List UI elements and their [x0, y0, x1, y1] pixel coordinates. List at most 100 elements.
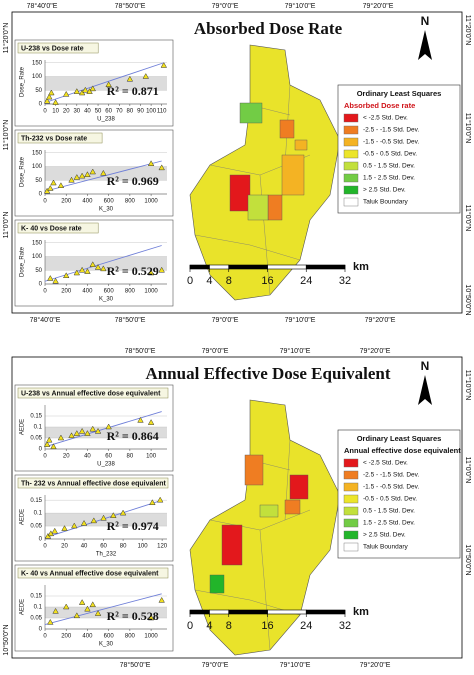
- legend-label: 1.5 - 2.5 Std. Dev.: [363, 175, 415, 182]
- x-tick-label: 200: [61, 199, 72, 205]
- data-point: [149, 499, 156, 506]
- data-point: [89, 168, 96, 175]
- inset-title-box: [17, 222, 99, 234]
- x-tick-label: 120: [157, 544, 168, 550]
- data-point: [110, 512, 117, 518]
- y-axis-label: AEDE: [20, 509, 26, 525]
- scale-label: 16: [261, 620, 273, 632]
- scale-segment: [267, 264, 307, 270]
- y-axis-label: Dose_Rate: [20, 66, 26, 97]
- map-title: Absorbed Dose Rate: [194, 19, 343, 38]
- x-tick-label: 80: [120, 544, 127, 550]
- legend-label: > 2.5 Std. Dev.: [363, 187, 406, 194]
- x-tick-label: 40: [81, 544, 88, 550]
- data-point: [71, 522, 78, 529]
- data-point: [47, 184, 54, 191]
- north-label: N: [421, 14, 430, 28]
- data-point: [68, 176, 75, 183]
- legend-swatch: [343, 173, 359, 183]
- x-tick-label: 10: [52, 109, 59, 115]
- data-point: [57, 182, 65, 188]
- legend-label: 1.5 - 2.5 Std. Dev.: [363, 520, 415, 527]
- latitude-label: 11°0'0"N: [464, 457, 472, 484]
- inset-title-box: [17, 477, 169, 489]
- x-tick-label: 60: [105, 109, 112, 115]
- data-point: [137, 416, 144, 423]
- x-tick-label: 30: [73, 109, 80, 115]
- data-point: [62, 272, 70, 278]
- data-point: [78, 599, 86, 605]
- north-arrow: [418, 375, 432, 405]
- grid-band: [45, 256, 167, 271]
- y-tick-label: 100: [32, 164, 43, 170]
- y-axis-label: Dose_Rate: [20, 246, 26, 277]
- data-point: [51, 527, 58, 534]
- data-point: [73, 88, 81, 94]
- data-point: [90, 517, 98, 524]
- x-tick-label: 20: [61, 544, 68, 550]
- legend-swatch: [343, 458, 359, 468]
- legend-label: < -2.5 Std. Dev.: [363, 460, 408, 467]
- data-point: [78, 172, 86, 179]
- legend-label: -1.5 - -0.5 Std. Dev.: [363, 139, 419, 146]
- data-point: [160, 61, 168, 68]
- x-tick-label: 20: [63, 454, 70, 460]
- x-tick-label: 0: [43, 544, 47, 550]
- longitude-label: 79°20'0"E: [363, 2, 394, 10]
- district-map: [189, 44, 341, 301]
- data-point: [52, 277, 59, 284]
- data-point: [48, 89, 55, 96]
- y-axis-label: AEDE: [20, 419, 26, 435]
- x-tick-label: 60: [105, 454, 112, 460]
- r-squared: R² = 0.871: [107, 84, 159, 98]
- legend-swatch: [343, 137, 359, 147]
- scale-label: 8: [226, 275, 232, 287]
- scale-segment: [305, 609, 346, 615]
- latitude-label: 10°50'0"N: [2, 624, 10, 655]
- legend-label: -0.5 - 0.5 Std. Dev.: [363, 151, 417, 158]
- data-point: [43, 441, 51, 447]
- x-tick-label: 400: [82, 289, 93, 295]
- latitude-label: 11°20'0"N: [464, 15, 472, 46]
- scale-label: 32: [339, 620, 351, 632]
- data-point: [50, 443, 57, 450]
- data-point: [94, 427, 102, 434]
- fit-line: [44, 245, 162, 282]
- data-point: [119, 509, 127, 516]
- scale-label: 0: [187, 620, 193, 632]
- scale-label: 16: [261, 275, 273, 287]
- y-tick-label: 0: [39, 537, 43, 543]
- longitude-label: 79°0'0"E: [212, 2, 239, 10]
- inset-title: Th-232 vs Dose rate: [21, 135, 87, 142]
- legend-title: Ordinary Least Squares: [357, 89, 442, 98]
- latitude-label: 11°20'0"N: [2, 23, 10, 54]
- y-tick-label: 150: [32, 60, 43, 66]
- x-axis-label: K_30: [99, 297, 114, 303]
- data-point: [105, 423, 112, 430]
- legend-subtitle: Absorbed Dose rate: [344, 101, 415, 110]
- data-point: [47, 618, 54, 625]
- map-frame: [11, 11, 463, 314]
- legend-label: Taluk Boundary: [363, 199, 409, 206]
- data-point: [84, 268, 91, 274]
- legend-title: Ordinary Least Squares: [357, 434, 442, 443]
- legend-swatch: [343, 161, 359, 171]
- data-point: [78, 266, 86, 273]
- fit-line: [44, 593, 162, 626]
- x-tick-label: 800: [125, 634, 136, 640]
- scale-segment: [209, 609, 230, 615]
- data-point: [43, 97, 51, 104]
- longitude-label: 78°40'0"E: [27, 2, 58, 10]
- longitude-label: 79°10'0"E: [285, 316, 316, 324]
- x-tick-label: 1000: [144, 199, 158, 205]
- scale-segment: [189, 264, 210, 270]
- legend-swatch: [343, 125, 359, 135]
- y-tick-label: 0: [39, 192, 43, 198]
- y-tick-label: 50: [35, 88, 42, 94]
- longitude-label: 78°50'0"E: [115, 316, 146, 324]
- legend-label: 0.5 - 1.5 Std. Dev.: [363, 508, 415, 515]
- longitude-label: 79°20'0"E: [360, 661, 391, 669]
- legend-subtitle: Annual effective dose equivalent: [344, 446, 461, 455]
- longitude-label: 79°20'0"E: [360, 347, 391, 355]
